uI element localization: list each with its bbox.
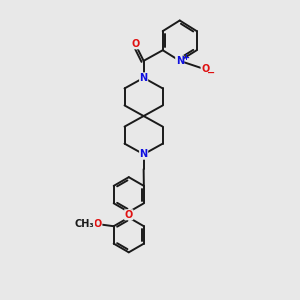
Text: +: + <box>182 52 189 62</box>
Text: −: − <box>207 68 215 78</box>
Text: N: N <box>140 149 148 159</box>
Text: N: N <box>176 56 184 66</box>
Text: O: O <box>201 64 209 74</box>
Text: N: N <box>140 73 148 83</box>
Text: CH₃: CH₃ <box>75 219 94 229</box>
Text: O: O <box>124 210 133 220</box>
Text: O: O <box>131 39 139 49</box>
Text: O: O <box>94 219 102 229</box>
